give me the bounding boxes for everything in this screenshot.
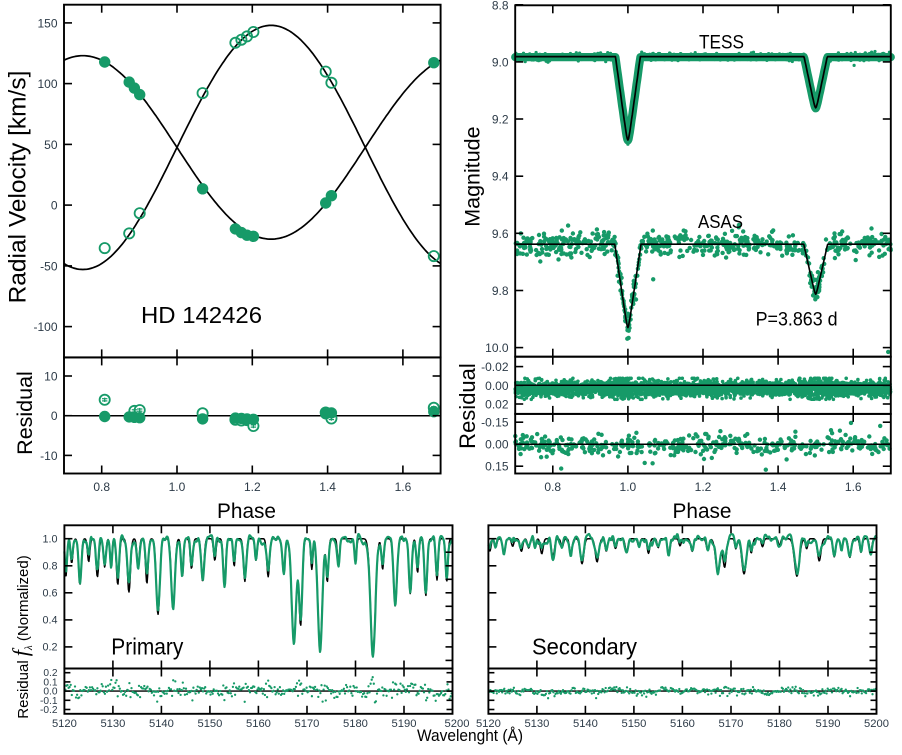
svg-text:Phase: Phase — [673, 500, 732, 523]
svg-text:0.15: 0.15 — [485, 460, 509, 474]
svg-text:0.00: 0.00 — [485, 379, 509, 393]
svg-text:0.6: 0.6 — [42, 588, 57, 600]
svg-text:0.1: 0.1 — [43, 677, 57, 688]
svg-text:TESS: TESS — [699, 32, 744, 53]
svg-text:1.4: 1.4 — [770, 480, 787, 494]
svg-text:5190: 5190 — [392, 718, 417, 730]
svg-text:0.8: 0.8 — [42, 561, 57, 573]
svg-text:0.8: 0.8 — [93, 480, 110, 494]
svg-text:5190: 5190 — [816, 718, 841, 730]
svg-text:5120: 5120 — [52, 718, 77, 730]
svg-text:5160: 5160 — [670, 718, 695, 730]
svg-text:50: 50 — [44, 138, 58, 152]
svg-text:5200: 5200 — [864, 718, 889, 730]
svg-text:Phase: Phase — [217, 500, 276, 523]
svg-text:5170: 5170 — [295, 718, 320, 730]
svg-text:1.0: 1.0 — [42, 534, 57, 546]
svg-text:5140: 5140 — [149, 718, 174, 730]
svg-text:HD 142426: HD 142426 — [141, 302, 262, 328]
svg-text:-100: -100 — [33, 320, 57, 334]
svg-text:5160: 5160 — [246, 718, 271, 730]
svg-text:Residual: Residual — [455, 363, 480, 449]
svg-text:5150: 5150 — [621, 718, 646, 730]
svg-text:9.8: 9.8 — [492, 284, 509, 298]
svg-text:1.2: 1.2 — [695, 480, 712, 494]
svg-text:5170: 5170 — [719, 718, 744, 730]
svg-text:8.8: 8.8 — [492, 0, 509, 12]
svg-text:5120: 5120 — [476, 718, 501, 730]
svg-text:Primary: Primary — [111, 633, 183, 659]
svg-text:9.0: 9.0 — [492, 55, 509, 69]
svg-text:10: 10 — [44, 370, 58, 384]
svg-text:0.4: 0.4 — [42, 615, 57, 627]
svg-text:0.8: 0.8 — [544, 480, 561, 494]
svg-text:5180: 5180 — [343, 718, 368, 730]
svg-text:0.00: 0.00 — [485, 438, 509, 452]
svg-text:0.2: 0.2 — [43, 668, 57, 679]
svg-text:P=3.863 d: P=3.863 d — [756, 310, 838, 331]
svg-text:-10: -10 — [40, 449, 58, 463]
svg-text:5150: 5150 — [197, 718, 222, 730]
svg-text:5130: 5130 — [524, 718, 549, 730]
svg-text:5200: 5200 — [445, 718, 470, 730]
svg-text:0.02: 0.02 — [485, 398, 509, 412]
svg-text:0: 0 — [51, 199, 58, 213]
svg-text:1.0: 1.0 — [169, 480, 186, 494]
svg-text:Residual fλ (Normalized): Residual fλ (Normalized) — [8, 555, 35, 718]
svg-text:Residual: Residual — [13, 371, 37, 455]
svg-text:1.4: 1.4 — [319, 480, 336, 494]
svg-text:9.6: 9.6 — [492, 227, 509, 241]
svg-text:150: 150 — [37, 16, 57, 30]
svg-text:1.2: 1.2 — [244, 480, 261, 494]
svg-text:-0.15: -0.15 — [481, 416, 509, 430]
svg-text:9.4: 9.4 — [492, 170, 509, 184]
svg-text:5180: 5180 — [767, 718, 792, 730]
svg-text:5130: 5130 — [100, 718, 125, 730]
svg-text:9.2: 9.2 — [492, 113, 509, 127]
svg-text:Secondary: Secondary — [532, 633, 637, 659]
svg-text:100: 100 — [37, 77, 57, 91]
svg-text:1.6: 1.6 — [845, 480, 862, 494]
svg-text:-0.2: -0.2 — [40, 705, 58, 716]
svg-text:10.0: 10.0 — [485, 341, 509, 355]
svg-text:-0.1: -0.1 — [40, 696, 58, 707]
svg-text:0: 0 — [51, 409, 58, 423]
svg-text:-50: -50 — [40, 259, 58, 273]
svg-text:1.0: 1.0 — [620, 480, 637, 494]
svg-text:-0.02: -0.02 — [481, 360, 509, 374]
svg-text:ASAS: ASAS — [698, 212, 743, 232]
svg-text:0.0: 0.0 — [43, 687, 57, 698]
svg-text:Wavelenght (Å): Wavelenght (Å) — [417, 726, 523, 745]
svg-text:Radial Velocity [km/s]: Radial Velocity [km/s] — [5, 71, 32, 304]
svg-text:5140: 5140 — [573, 718, 598, 730]
svg-text:Magnitude: Magnitude — [461, 126, 485, 226]
svg-text:0.2: 0.2 — [42, 642, 57, 654]
svg-text:1.6: 1.6 — [395, 480, 412, 494]
